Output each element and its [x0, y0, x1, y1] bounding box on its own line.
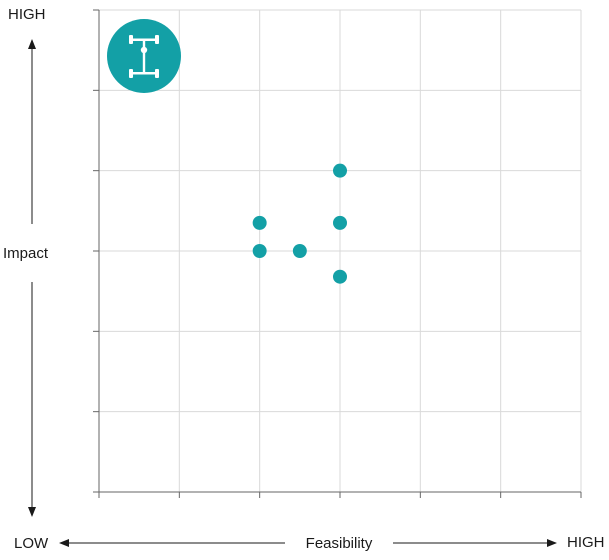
y-high-label: HIGH: [8, 6, 46, 23]
data-point: [292, 244, 307, 258]
drivetrain-axle-icon: [107, 19, 181, 93]
x-low-label: LOW: [14, 535, 49, 552]
y-axis-label: Impact: [3, 245, 49, 262]
data-point: [333, 215, 347, 230]
x-axis-label: Feasibility: [306, 535, 373, 552]
data-point: [333, 163, 347, 178]
data-point: [252, 244, 267, 258]
data-point: [333, 269, 347, 284]
x-high-label: HIGH: [567, 534, 605, 551]
axes: [93, 9, 582, 498]
grid: [99, 9, 582, 492]
data-points: [252, 163, 347, 284]
data-point: [252, 215, 267, 230]
